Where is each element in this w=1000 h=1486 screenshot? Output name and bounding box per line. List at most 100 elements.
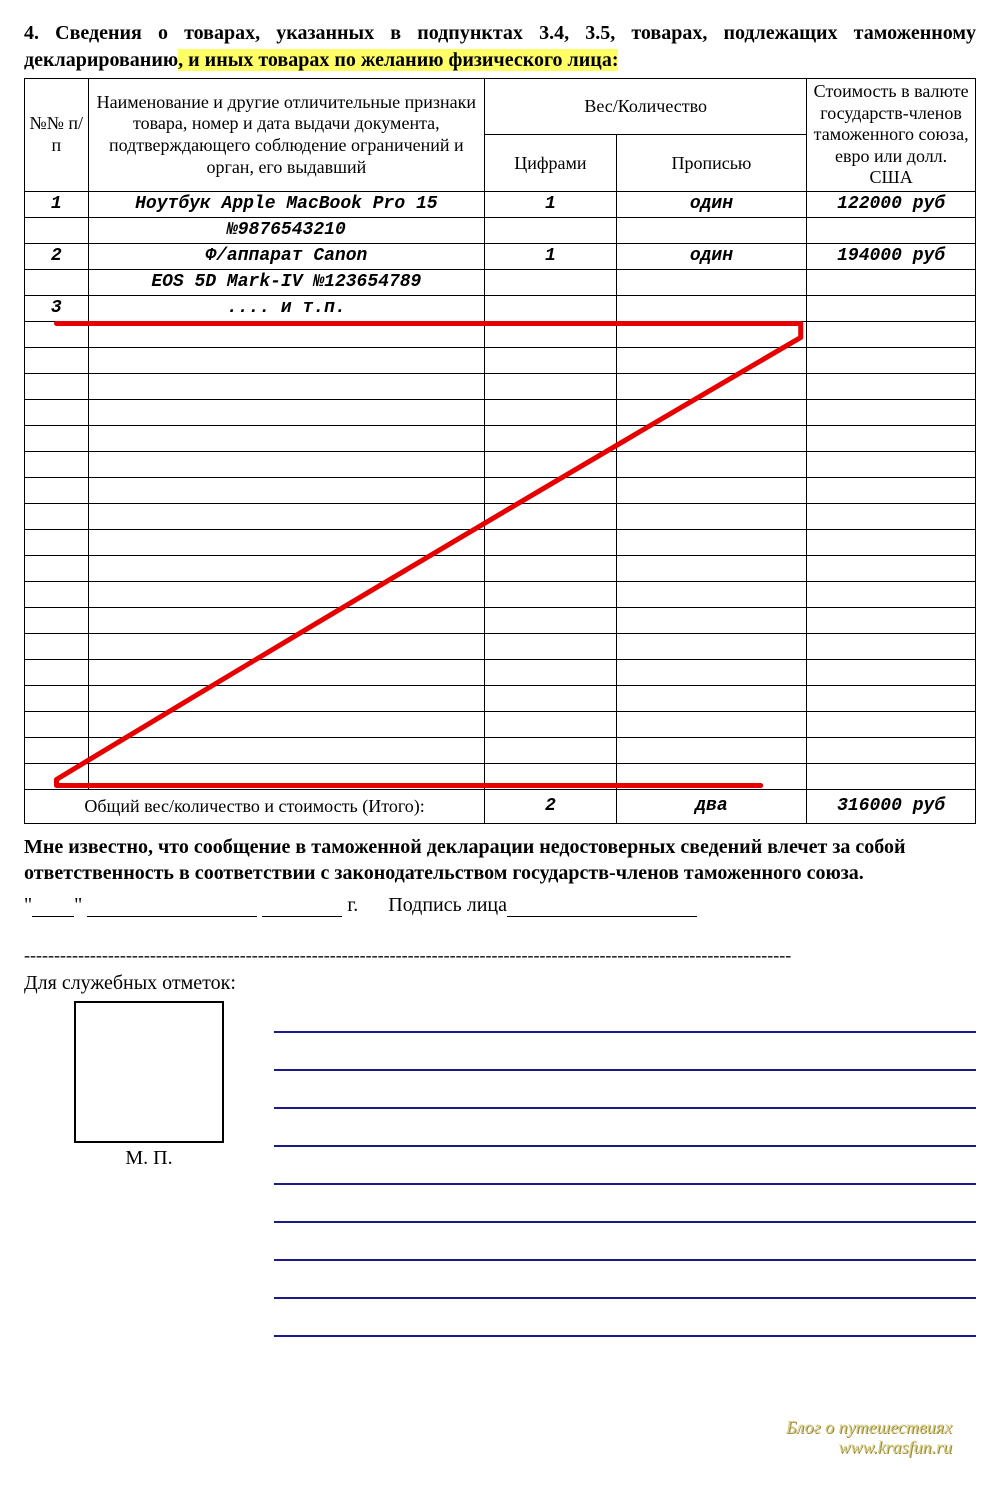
service-line[interactable] [274, 1161, 976, 1185]
cell-qty: 1 [485, 243, 616, 269]
empty-cell [88, 451, 485, 477]
cell-num [25, 269, 89, 295]
empty-row [25, 685, 976, 711]
empty-cell [616, 711, 807, 737]
table-row: №9876543210 [25, 217, 976, 243]
empty-cell [88, 425, 485, 451]
empty-cell [88, 633, 485, 659]
cell-name: Ноутбук Apple MacBook Pro 15 [88, 191, 485, 217]
cell-num: 1 [25, 191, 89, 217]
empty-row [25, 763, 976, 789]
empty-cell [616, 633, 807, 659]
empty-cell [616, 529, 807, 555]
empty-cell [616, 685, 807, 711]
empty-row [25, 529, 976, 555]
cell-cost [807, 269, 976, 295]
sign-label: Подпись лица [388, 894, 507, 916]
hdr-weight-qty: Вес/Количество [485, 79, 807, 135]
empty-cell [616, 763, 807, 789]
dashed-separator: ----------------------------------------… [24, 945, 976, 966]
empty-cell [807, 451, 976, 477]
total-word: два [616, 789, 807, 823]
empty-cell [25, 737, 89, 763]
empty-cell [88, 477, 485, 503]
service-notes-lines [274, 1001, 976, 1351]
empty-cell [807, 659, 976, 685]
empty-cell [807, 737, 976, 763]
empty-cell [25, 685, 89, 711]
empty-cell [25, 633, 89, 659]
empty-cell [88, 581, 485, 607]
total-label: Общий вес/количество и стоимость (Итого)… [25, 789, 485, 823]
empty-cell [25, 581, 89, 607]
empty-cell [88, 659, 485, 685]
empty-row [25, 321, 976, 347]
empty-cell [807, 477, 976, 503]
date-year-blank[interactable] [262, 897, 342, 917]
empty-cell [485, 685, 616, 711]
table-row: 2Ф/аппарат Canon1один194000 руб [25, 243, 976, 269]
date-month-blank[interactable] [87, 897, 257, 917]
empty-row [25, 503, 976, 529]
table-row: 1Ноутбук Apple MacBook Pro 151один122000… [25, 191, 976, 217]
service-line[interactable] [274, 1275, 976, 1299]
empty-cell [616, 659, 807, 685]
service-line[interactable] [274, 1237, 976, 1261]
empty-cell [88, 555, 485, 581]
empty-cell [485, 659, 616, 685]
empty-cell [88, 347, 485, 373]
empty-cell [485, 503, 616, 529]
empty-cell [25, 659, 89, 685]
empty-cell [807, 321, 976, 347]
service-line[interactable] [274, 1123, 976, 1147]
empty-cell [616, 477, 807, 503]
cell-word: один [616, 191, 807, 217]
empty-cell [88, 737, 485, 763]
signature-blank[interactable] [507, 897, 697, 917]
empty-row [25, 425, 976, 451]
service-line[interactable] [274, 1047, 976, 1071]
empty-cell [485, 529, 616, 555]
cell-word [616, 269, 807, 295]
table-row: 3.... и т.п. [25, 295, 976, 321]
cell-qty [485, 269, 616, 295]
empty-cell [88, 321, 485, 347]
service-line[interactable] [274, 1085, 976, 1109]
empty-cell [88, 503, 485, 529]
cell-name: Ф/аппарат Canon [88, 243, 485, 269]
empty-row [25, 555, 976, 581]
empty-row [25, 633, 976, 659]
hdr-words: Прописью [616, 135, 807, 191]
empty-cell [485, 737, 616, 763]
empty-row [25, 477, 976, 503]
empty-cell [485, 321, 616, 347]
cell-word [616, 295, 807, 321]
empty-cell [25, 555, 89, 581]
empty-cell [616, 555, 807, 581]
cell-name: №9876543210 [88, 217, 485, 243]
empty-cell [485, 373, 616, 399]
empty-cell [25, 425, 89, 451]
stamp-mp-label: М. П. [24, 1147, 274, 1170]
empty-cell [88, 711, 485, 737]
empty-cell [807, 607, 976, 633]
cell-word [616, 217, 807, 243]
empty-cell [807, 555, 976, 581]
service-line[interactable] [274, 1199, 976, 1223]
service-line[interactable] [274, 1009, 976, 1033]
service-line[interactable] [274, 1313, 976, 1337]
cell-word: один [616, 243, 807, 269]
empty-cell [485, 399, 616, 425]
cell-qty: 1 [485, 191, 616, 217]
empty-cell [25, 399, 89, 425]
cell-num: 3 [25, 295, 89, 321]
watermark: Блог о путешествиях www.krasfun.ru [786, 1418, 952, 1458]
empty-cell [25, 477, 89, 503]
empty-row [25, 399, 976, 425]
empty-cell [88, 685, 485, 711]
empty-cell [807, 373, 976, 399]
date-day-blank[interactable] [32, 897, 74, 917]
empty-cell [25, 529, 89, 555]
empty-row [25, 737, 976, 763]
total-cost: 316000 руб [807, 789, 976, 823]
